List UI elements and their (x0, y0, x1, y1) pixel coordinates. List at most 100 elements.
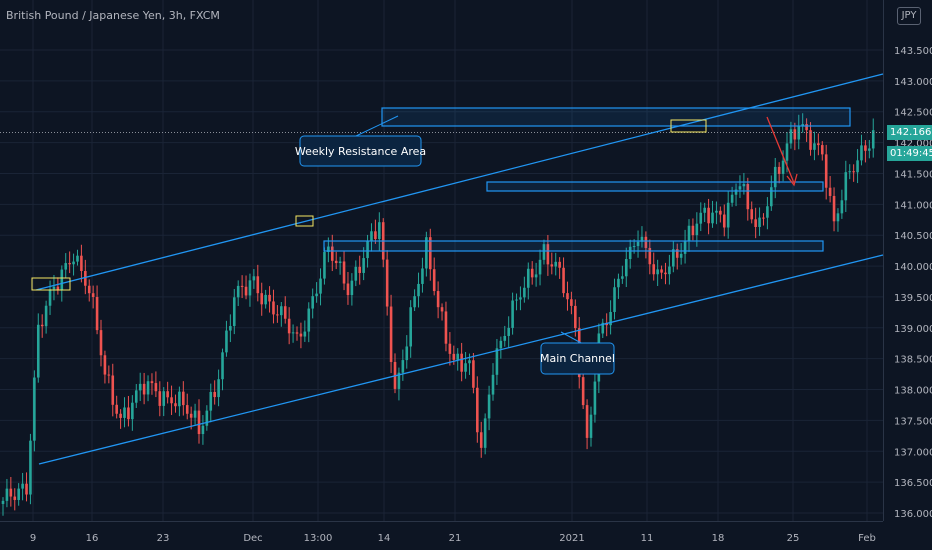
candle-body (828, 187, 832, 196)
candle-body (750, 209, 754, 220)
candle-body (824, 154, 828, 188)
price-tick-label: 139.500 (894, 293, 932, 304)
candle-body (785, 143, 789, 161)
candle-body (820, 145, 824, 155)
time-tick-label: 11 (641, 533, 654, 544)
candle-body (840, 200, 844, 214)
candle-body (558, 261, 561, 268)
candle-body (244, 286, 248, 296)
candle-body (299, 333, 303, 337)
candle-body (601, 322, 605, 334)
candle-body (428, 237, 432, 270)
candle-body (358, 266, 362, 273)
candle-body (530, 268, 534, 278)
candle-body (213, 391, 216, 398)
candle-body (566, 293, 569, 300)
candle-body (624, 259, 628, 277)
candle-body (773, 166, 777, 188)
candle-body (703, 207, 706, 213)
candle-body (385, 259, 389, 307)
candle-body (205, 410, 209, 426)
candle-body (864, 145, 867, 151)
candle-body (107, 374, 111, 376)
channel-lower-line (38, 254, 884, 465)
candle-body (9, 488, 13, 497)
candle-body (593, 381, 597, 415)
currency-badge[interactable]: JPY (897, 7, 921, 25)
candle-body (691, 225, 695, 236)
candle-body (523, 287, 526, 298)
candle-body (311, 296, 314, 309)
candle-body (127, 407, 130, 420)
candle-body (48, 289, 52, 306)
candle-body (675, 249, 679, 258)
candle-body (178, 391, 181, 407)
candle-body (68, 263, 71, 265)
touch-highlight-box (295, 215, 314, 227)
candle-body (613, 287, 616, 312)
candle-body (617, 278, 620, 288)
last-price-tag: 142.166 (887, 125, 932, 140)
candle-body (836, 213, 840, 222)
candle-body (491, 374, 495, 395)
candle-body (868, 148, 871, 151)
candle-body (115, 404, 118, 414)
candle-body (131, 402, 134, 420)
candle-body (464, 363, 467, 372)
price-tick-label: 136.000 (894, 509, 932, 520)
candle-body (758, 217, 761, 227)
candle-body (660, 269, 663, 273)
candle-body (338, 261, 342, 264)
candle-body (291, 332, 295, 334)
candle-body (21, 483, 24, 489)
main-channel-callout: Main Channel (540, 342, 615, 375)
time-tick-label: 9 (30, 533, 36, 544)
time-tick-label: 25 (787, 533, 800, 544)
candle-body (76, 255, 79, 262)
time-tick-label: 13:00 (304, 533, 333, 544)
price-tick-label: 137.000 (894, 447, 932, 458)
candle-body (362, 258, 365, 273)
candle-body (679, 253, 683, 258)
candle-body (36, 324, 40, 378)
candle-body (495, 348, 499, 375)
candle-body (805, 124, 808, 131)
candle-body (542, 244, 546, 260)
candle-body (574, 305, 577, 329)
candle-body (734, 189, 738, 195)
candle-body (56, 286, 60, 291)
channel-upper-line (35, 73, 884, 291)
candle-body (225, 330, 228, 353)
candle-body (636, 241, 640, 247)
candle-body (319, 278, 322, 294)
time-tick-label: Feb (858, 533, 876, 544)
candle-body (354, 266, 358, 281)
candle-body (417, 283, 420, 297)
candle-body (719, 210, 722, 215)
candle-body (170, 397, 173, 404)
callout-connector (560, 331, 584, 345)
candle-body (370, 231, 373, 241)
candle-body (272, 301, 275, 315)
candle-body (609, 311, 612, 326)
price-tick-label: 136.500 (894, 478, 932, 489)
candle-body (315, 293, 318, 297)
candle-body (103, 355, 107, 375)
candle-body (809, 130, 812, 150)
candle-body (468, 360, 471, 364)
time-tick-label: 14 (378, 533, 391, 544)
candle-body (483, 418, 487, 448)
candle-body (856, 160, 859, 173)
candle-body (350, 280, 354, 296)
candle-body (436, 291, 440, 308)
candle-body (526, 268, 530, 288)
candle-body (460, 353, 463, 372)
candle-body (138, 383, 142, 391)
candle-body (813, 143, 816, 150)
candle-body (519, 297, 522, 300)
candle-body (401, 360, 405, 373)
candle-body (511, 300, 514, 328)
candle-body (346, 283, 350, 296)
